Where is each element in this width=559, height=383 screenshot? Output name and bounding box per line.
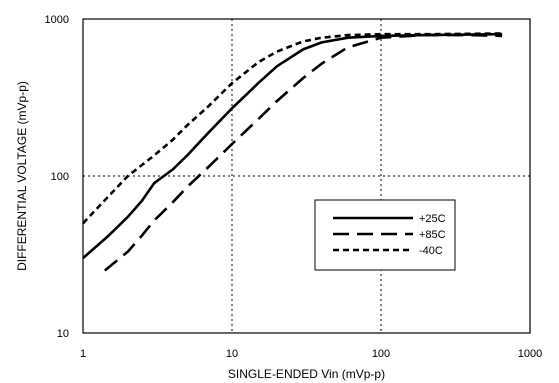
x-tick-label: 1 xyxy=(80,348,86,360)
legend-entries: +25C +85C -40C xyxy=(333,213,446,257)
grid xyxy=(83,19,530,333)
legend-label: -40C xyxy=(419,245,443,257)
x-tick-label: 100 xyxy=(372,348,390,360)
series-layer xyxy=(82,32,503,272)
y-tick-label: 1000 xyxy=(45,14,69,26)
x-tick-label: 10 xyxy=(226,348,238,360)
legend-label: +85C xyxy=(419,229,446,241)
series-line xyxy=(82,32,503,225)
y-tick-label: 100 xyxy=(51,171,69,183)
series-line xyxy=(82,32,503,260)
y-tick-label: 10 xyxy=(57,328,69,340)
legend: +25C +85C -40C xyxy=(314,199,456,271)
y-axis-label: DIFFERENTIAL VOLTAGE (mVp-p) xyxy=(15,81,29,271)
plot-frame xyxy=(82,18,531,334)
tick-labels: 1 10 100 1000 10 100 1000 xyxy=(45,14,543,360)
legend-label: +25C xyxy=(419,213,446,225)
x-tick-label: 1000 xyxy=(518,348,542,360)
x-axis-label: SINGLE-ENDED Vin (mVp-p) xyxy=(228,367,385,381)
